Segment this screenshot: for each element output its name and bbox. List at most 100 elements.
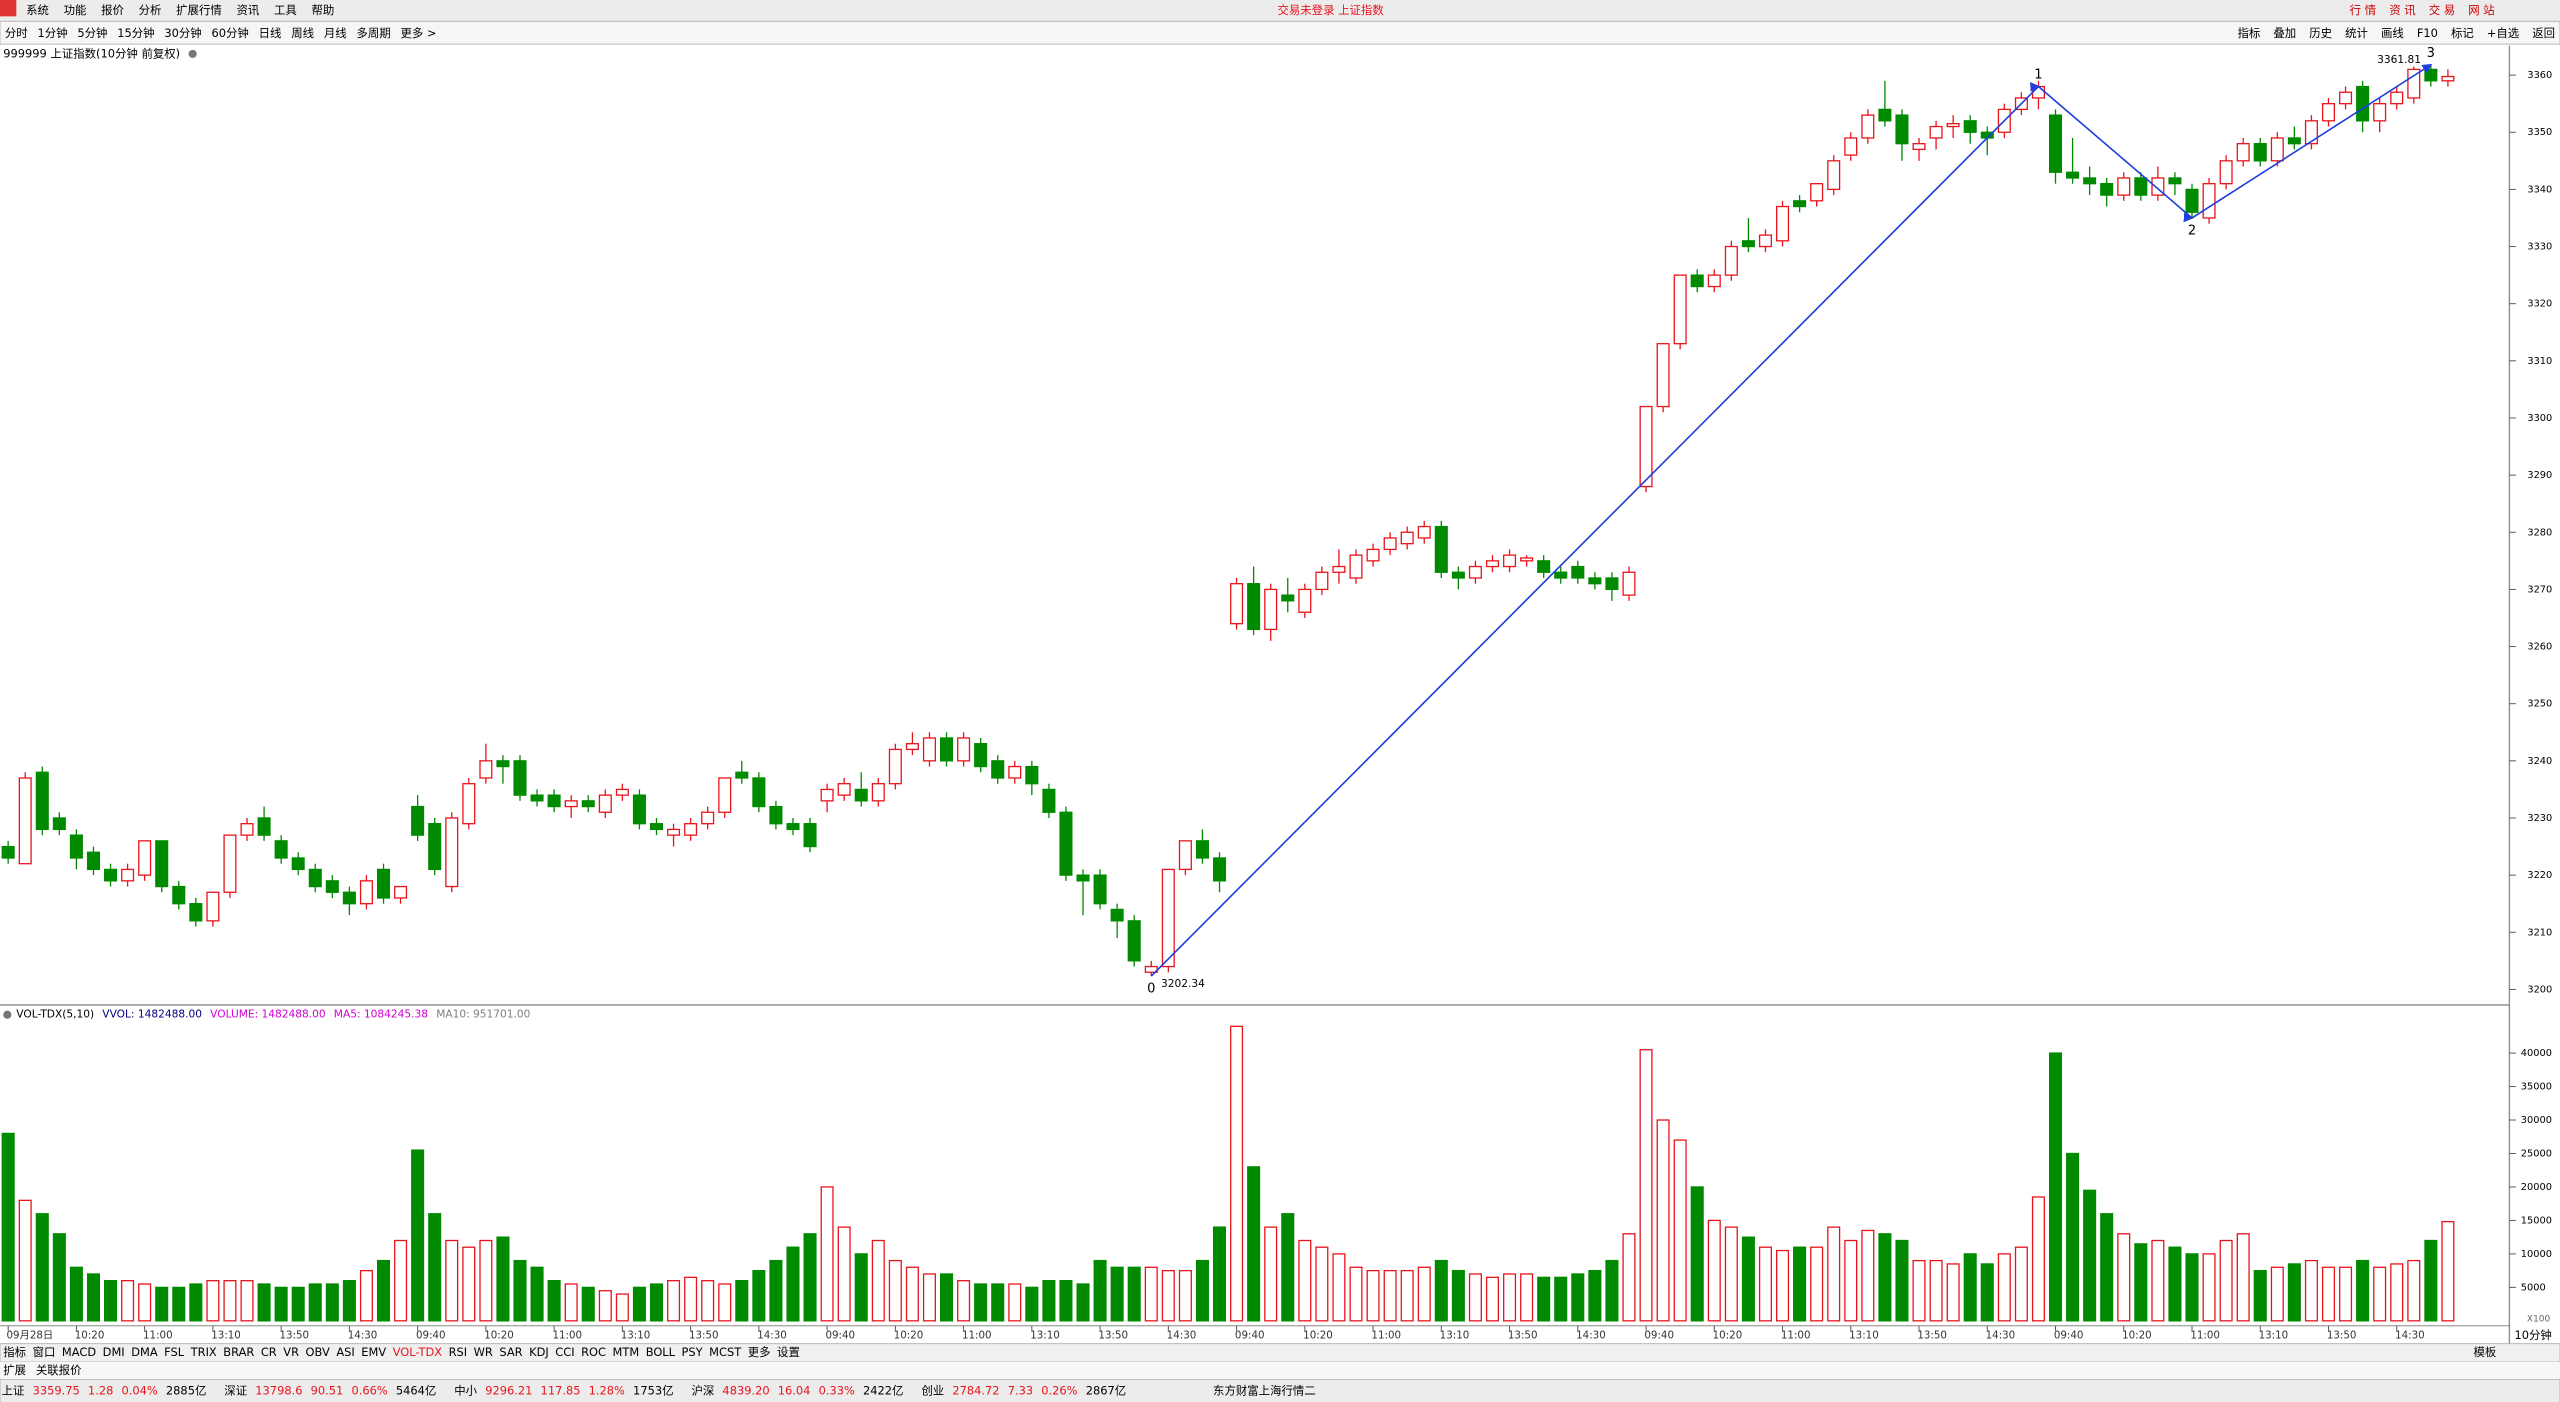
x-tick-label: 14:30 — [757, 1330, 787, 1342]
indicator-tab[interactable]: 指标 — [3, 1345, 26, 1359]
indicator-tab[interactable]: DMA — [131, 1345, 158, 1359]
y-tick-label: 3320 — [2527, 299, 2552, 310]
volume-bar — [155, 1286, 169, 1322]
period-button[interactable]: 15分钟 — [117, 26, 154, 40]
indicator-tab[interactable]: 窗口 — [33, 1345, 56, 1359]
indicator-tab[interactable]: 设置 — [777, 1345, 800, 1359]
indicator-tab[interactable]: FSL — [164, 1345, 185, 1359]
volume-bar — [2031, 1196, 2045, 1322]
volume-bar — [1520, 1273, 1534, 1322]
indicator-tab[interactable]: DMI — [103, 1345, 125, 1359]
indicator-tab[interactable]: 更多 — [748, 1345, 771, 1359]
menu-item[interactable]: 分析 — [139, 3, 162, 17]
candle-body — [2339, 91, 2353, 105]
candle-body — [1656, 343, 1670, 408]
volume-bar — [803, 1233, 817, 1322]
indicator-tab[interactable]: KDJ — [529, 1345, 549, 1359]
indicator-tab[interactable]: MTM — [613, 1345, 640, 1359]
tool-button[interactable]: +自选 — [2487, 26, 2520, 40]
volume-bar — [1878, 1233, 1892, 1322]
tool-button[interactable]: 画线 — [2381, 26, 2404, 40]
candle-body — [632, 794, 646, 825]
candle-body — [1622, 571, 1636, 596]
menu-item[interactable]: 扩展行情 — [176, 3, 222, 17]
candle-body — [2390, 91, 2404, 105]
indicator-tab[interactable]: BOLL — [646, 1345, 676, 1359]
candle-body — [1758, 234, 1772, 248]
extra-tab[interactable]: 扩展 — [3, 1363, 26, 1377]
menu-item[interactable]: 资讯 — [236, 3, 259, 17]
indicator-tab[interactable]: CCI — [555, 1345, 574, 1359]
tool-button[interactable]: 历史 — [2309, 26, 2332, 40]
period-button[interactable]: 30分钟 — [164, 26, 201, 40]
y-tick-label: 3250 — [2527, 699, 2552, 710]
period-button[interactable]: 周线 — [291, 26, 314, 40]
top-button[interactable]: 行 情 — [2350, 3, 2376, 17]
indicator-tab[interactable]: BRAR — [223, 1345, 254, 1359]
tool-button[interactable]: 标记 — [2451, 26, 2474, 40]
period-button[interactable]: 月线 — [324, 26, 347, 40]
top-button[interactable]: 交 易 — [2429, 3, 2455, 17]
candle-body — [957, 737, 971, 762]
indicator-tab[interactable]: ROC — [581, 1345, 606, 1359]
candle-body — [359, 880, 373, 905]
volume-bar — [86, 1273, 101, 1322]
y-tick-label: 5000 — [2521, 1282, 2546, 1293]
indicator-tab[interactable]: RSI — [449, 1345, 468, 1359]
period-button[interactable]: 5分钟 — [77, 26, 107, 40]
indicator-tab[interactable]: VR — [283, 1345, 299, 1359]
volume-bar — [1332, 1253, 1346, 1322]
period-button[interactable]: 多周期 — [356, 26, 390, 40]
tool-button[interactable]: 叠加 — [2273, 26, 2296, 40]
candle-body — [1588, 577, 1602, 585]
volume-bar — [1537, 1276, 1551, 1322]
tab-right[interactable]: 模板 — [2473, 1345, 2496, 1359]
volume-bar — [189, 1283, 203, 1322]
candle-body — [155, 840, 169, 888]
indicator-tab[interactable]: OBV — [306, 1345, 330, 1359]
tool-button[interactable]: 指标 — [2237, 26, 2260, 40]
indicator-tab[interactable]: VOL-TDX — [393, 1345, 443, 1359]
period-button[interactable]: 1分钟 — [38, 26, 68, 40]
indicator-tab[interactable]: WR — [474, 1345, 493, 1359]
indicator-tab[interactable]: SAR — [499, 1345, 522, 1359]
menu-item[interactable]: 工具 — [274, 3, 297, 17]
volume-bar — [1912, 1259, 1926, 1322]
candle-body — [325, 880, 339, 893]
tool-button[interactable]: 统计 — [2345, 26, 2368, 40]
indicator-tab[interactable]: MCST — [709, 1345, 741, 1359]
indicator-tab[interactable]: PSY — [682, 1345, 703, 1359]
candle-body — [274, 840, 288, 859]
indicator-tab[interactable]: TRIX — [190, 1345, 217, 1359]
top-button[interactable]: 资 讯 — [2389, 3, 2416, 17]
indicator-tab[interactable]: ASI — [336, 1345, 354, 1359]
volume-bar — [2117, 1233, 2131, 1322]
indicator-tab[interactable]: MACD — [62, 1345, 96, 1359]
y-tick-label: 40000 — [2521, 1048, 2552, 1059]
volume-bar — [2253, 1269, 2267, 1322]
menu-item[interactable]: 系统 — [26, 3, 49, 17]
candle-body — [1195, 840, 1209, 859]
menu-item[interactable]: 帮助 — [311, 3, 334, 17]
indicator-tab[interactable]: CR — [261, 1345, 277, 1359]
status-pct: 0.04% — [122, 1384, 158, 1398]
period-button[interactable]: 分时 — [5, 26, 28, 40]
extra-tab[interactable]: 关联报价 — [36, 1363, 82, 1377]
volume-bar — [138, 1283, 152, 1322]
period-button[interactable]: 日线 — [259, 26, 282, 40]
top-button[interactable]: 网 站 — [2468, 3, 2494, 17]
menu-item[interactable]: 功能 — [64, 3, 87, 17]
period-button[interactable]: 更多 > — [400, 26, 436, 40]
period-button[interactable]: 60分钟 — [212, 26, 249, 40]
volume-bar — [1144, 1266, 1158, 1322]
indicator-tab[interactable]: EMV — [361, 1345, 386, 1359]
menu-item[interactable]: 报价 — [101, 3, 124, 17]
candle-body — [1298, 588, 1312, 613]
status-amount: 1753亿 — [633, 1384, 673, 1398]
tool-button[interactable]: 返回 — [2532, 26, 2555, 40]
candle-body — [1230, 583, 1244, 625]
volume-bar — [1741, 1236, 1755, 1322]
candle-body — [445, 817, 459, 888]
tool-button[interactable]: F10 — [2417, 26, 2438, 40]
status-name: 创业 — [921, 1384, 944, 1398]
